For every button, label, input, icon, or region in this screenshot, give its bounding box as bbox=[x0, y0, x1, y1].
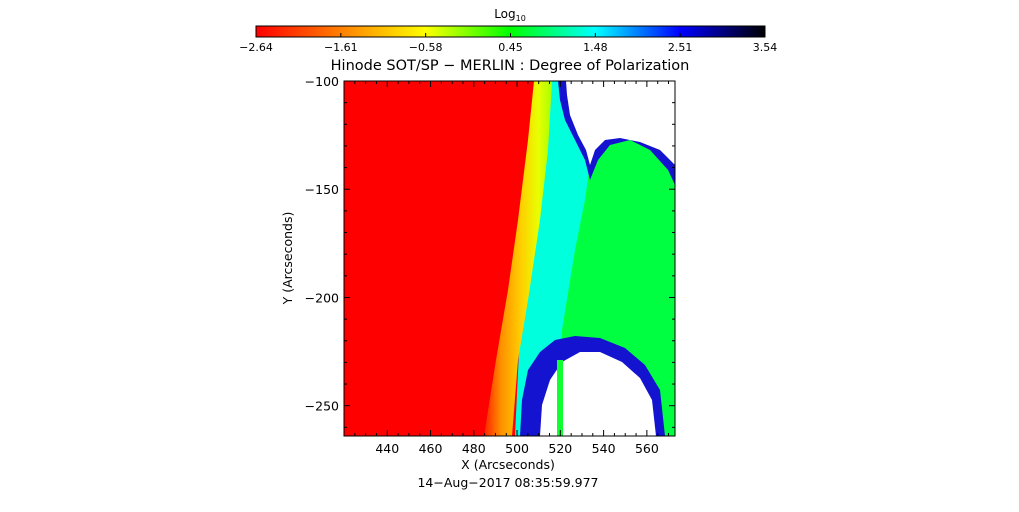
x-tick-label: 440 bbox=[375, 441, 399, 456]
y-axis: −100 −150 −200 −250 bbox=[305, 74, 675, 428]
colorbar-tick-label: 1.48 bbox=[583, 41, 608, 54]
x-tick-label: 500 bbox=[505, 441, 529, 456]
heatmap-plot bbox=[344, 81, 675, 436]
colorbar-tick-label: 3.54 bbox=[753, 41, 778, 54]
plot-frame bbox=[343, 80, 676, 437]
timestamp: 14−Aug−2017 08:35:59.977 bbox=[417, 475, 598, 490]
colorbar-tick-label: 0.45 bbox=[498, 41, 523, 54]
y-axis-label: Y (Arcseconds) bbox=[280, 212, 295, 306]
colorbar-label-subscript: 10 bbox=[516, 14, 526, 23]
colorbar-tick-label: −2.64 bbox=[239, 41, 273, 54]
x-tick-label: 460 bbox=[419, 441, 443, 456]
region-lower-saturated bbox=[540, 352, 656, 436]
y-tick-label: −200 bbox=[305, 290, 339, 305]
x-axis-label: X (Arcseconds) bbox=[461, 457, 555, 472]
region-cyan bbox=[515, 81, 592, 436]
colorbar: Log10 −2.64 −1.61 −0.58 0.45 1.48 2.51 3.54 bbox=[239, 7, 777, 54]
colorbar-label: Log10 bbox=[494, 7, 526, 23]
colorbar-tick-label: −1.61 bbox=[324, 41, 358, 54]
chart-title: Hinode SOT/SP − MERLIN : Degree of Polar… bbox=[331, 58, 690, 74]
colorbar-label-base: Log bbox=[494, 7, 515, 21]
x-tick-label: 560 bbox=[635, 441, 659, 456]
colorbar-tick-label: 2.51 bbox=[668, 41, 693, 54]
x-tick-label: 540 bbox=[592, 441, 616, 456]
colorbar-ticks: −2.64 −1.61 −0.58 0.45 1.48 2.51 3.54 bbox=[239, 33, 777, 54]
region-limb-gradient bbox=[484, 81, 552, 436]
y-tick-label: −250 bbox=[305, 399, 339, 414]
region-upper-saturated bbox=[566, 81, 675, 165]
region-lower-green-streak bbox=[557, 360, 563, 436]
x-tick-label: 480 bbox=[462, 441, 486, 456]
x-tick-label: 520 bbox=[548, 441, 572, 456]
y-tick-label: −150 bbox=[305, 182, 339, 197]
y-tick-label: −100 bbox=[305, 74, 339, 89]
colorbar-tick-label: −0.58 bbox=[409, 41, 443, 54]
x-axis: 440 460 480 500 520 540 560 bbox=[354, 81, 670, 456]
